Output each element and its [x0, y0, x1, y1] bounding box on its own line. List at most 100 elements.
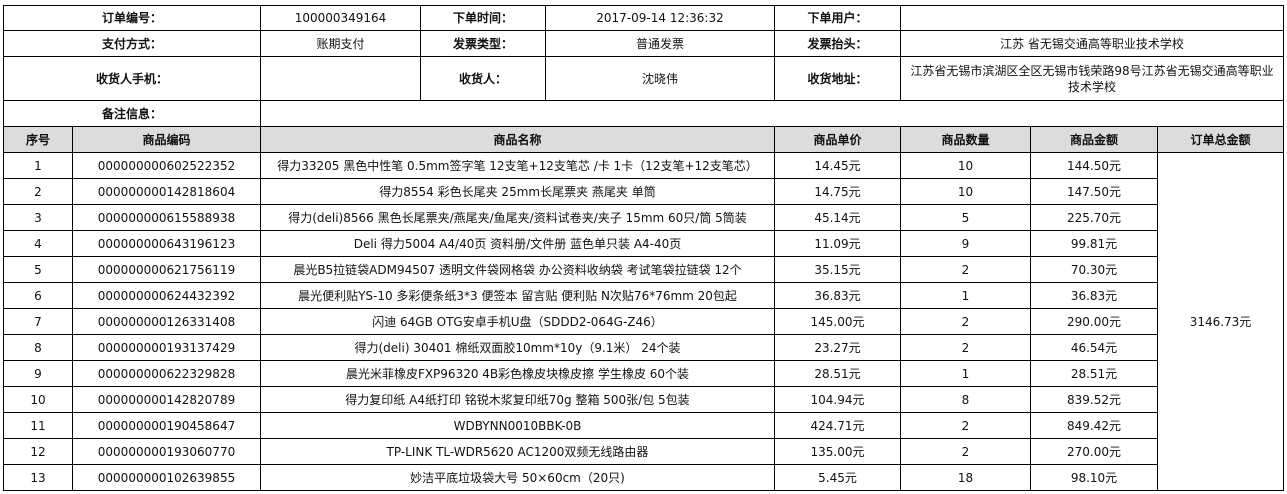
remark-label: 备注信息：	[3, 100, 261, 127]
order-total-value: 3146.73元	[1157, 152, 1284, 491]
table-row: 11 000000000190458647 WDBYNN0010BBK-0B 424.…	[3, 412, 1284, 439]
order-info-table: 订单编号： 100000349164 下单时间： 2017-09-14 12:3…	[3, 5, 1284, 127]
cell-code: 000000000643196123	[72, 230, 261, 257]
order-time-label: 下单时间：	[420, 5, 546, 31]
table-row: 13 000000000102639855 妙洁平底垃圾袋大号 50×60cm（20…	[3, 464, 1284, 491]
cell-amount: 46.54元	[1030, 334, 1158, 361]
cell-amount: 70.30元	[1030, 256, 1158, 283]
cell-code: 000000000621756119	[72, 256, 261, 283]
cell-index: 1	[3, 152, 73, 179]
cell-qty: 2	[900, 438, 1031, 465]
cell-amount: 144.50元	[1030, 152, 1158, 179]
invoice-title-value: 江苏 省无锡交通高等职业技术学校	[900, 30, 1284, 57]
cell-qty: 8	[900, 386, 1031, 413]
cell-code: 000000000142820789	[72, 386, 261, 413]
cell-code: 000000000193137429	[72, 334, 261, 361]
cell-code: 000000000126331408	[72, 308, 261, 335]
cell-code: 000000000142818604	[72, 178, 261, 205]
invoice-type-label: 发票类型：	[420, 30, 546, 57]
cell-price: 145.00元	[774, 308, 901, 335]
order-time-value: 2017-09-14 12:36:32	[545, 5, 775, 31]
order-no-value: 100000349164	[260, 5, 421, 31]
cell-name: 晨光便利贴YS-10 多彩便条纸3*3 便签本 留言贴 便利贴 N次贴76*76…	[260, 282, 775, 309]
cell-name: 晨光B5拉链袋ADM94507 透明文件袋网格袋 办公资料收纳袋 考试笔袋拉链袋…	[260, 256, 775, 283]
cell-index: 4	[3, 230, 73, 257]
table-row: 1 000000000602522352 得力33205 黑色中性笔 0.5mm签字…	[3, 152, 1284, 491]
cell-qty: 5	[900, 204, 1031, 231]
cell-amount: 99.81元	[1030, 230, 1158, 257]
cell-price: 36.83元	[774, 282, 901, 309]
cell-qty: 2	[900, 334, 1031, 361]
cell-name: 得力(deli)8566 黑色长尾票夹/燕尾夹/鱼尾夹/资料试卷夹/夹子 15m…	[260, 204, 775, 231]
cell-index: 7	[3, 308, 73, 335]
invoice-type-value: 普通发票	[545, 30, 775, 57]
cell-qty: 2	[900, 256, 1031, 283]
cell-price: 14.45元	[774, 152, 901, 179]
cell-qty: 1	[900, 282, 1031, 309]
table-row: 12 000000000193060770 TP-LINK TL-WDR5620 A…	[3, 438, 1284, 465]
cell-code: 000000000190458647	[72, 412, 261, 439]
address-value: 江苏省无锡市滨湖区全区无锡市钱荣路98号江苏省无锡交通高等职业技术学校	[900, 56, 1284, 101]
cell-amount: 28.51元	[1030, 360, 1158, 387]
cell-index: 6	[3, 282, 73, 309]
header-qty: 商品数量	[900, 126, 1031, 153]
cell-price: 104.94元	[774, 386, 901, 413]
cell-qty: 9	[900, 230, 1031, 257]
cell-qty: 2	[900, 412, 1031, 439]
address-label: 收货地址：	[774, 56, 901, 101]
receiver-label: 收货人：	[420, 56, 546, 101]
cell-index: 10	[3, 386, 73, 413]
table-row: 4 000000000643196123 Deli 得力5004 A4/40页 资料…	[3, 230, 1284, 257]
cell-code: 000000000193060770	[72, 438, 261, 465]
items-header-row: 序号 商品编码 商品名称 商品单价 商品数量 商品金额 订单总金额	[3, 126, 1284, 153]
cell-name: 闪迪 64GB OTG安卓手机U盘（SDDD2-064G-Z46）	[260, 308, 775, 335]
receiver-value: 沈晓伟	[545, 56, 775, 101]
cell-name: Deli 得力5004 A4/40页 资料册/文件册 蓝色单只装 A4-40页	[260, 230, 775, 257]
cell-index: 11	[3, 412, 73, 439]
cell-index: 9	[3, 360, 73, 387]
cell-name: WDBYNN0010BBK-0B	[260, 412, 775, 439]
cell-amount: 36.83元	[1030, 282, 1158, 309]
cell-name: 得力复印纸 A4纸打印 铭锐木浆复印纸70g 整箱 500张/包 5包装	[260, 386, 775, 413]
cell-name: 晨光米菲橡皮FXP96320 4B彩色橡皮块橡皮擦 学生橡皮 60个装	[260, 360, 775, 387]
cell-price: 28.51元	[774, 360, 901, 387]
cell-price: 5.45元	[774, 464, 901, 491]
cell-index: 8	[3, 334, 73, 361]
cell-price: 45.14元	[774, 204, 901, 231]
pay-method-value: 账期支付	[260, 30, 421, 57]
items-table: 序号 商品编码 商品名称 商品单价 商品数量 商品金额 订单总金额 1 00000…	[3, 126, 1284, 491]
header-total: 订单总金额	[1157, 126, 1284, 153]
table-row: 2 000000000142818604 得力8554 彩色长尾夹 25mm长尾票夹…	[3, 178, 1284, 205]
cell-amount: 290.00元	[1030, 308, 1158, 335]
cell-qty: 1	[900, 360, 1031, 387]
remark-value	[260, 100, 1284, 127]
order-user-value	[900, 5, 1284, 31]
table-row: 3 000000000615588938 得力(deli)8566 黑色长尾票夹/燕…	[3, 204, 1284, 231]
cell-price: 424.71元	[774, 412, 901, 439]
cell-amount: 98.10元	[1030, 464, 1158, 491]
cell-amount: 839.52元	[1030, 386, 1158, 413]
header-name: 商品名称	[260, 126, 775, 153]
header-index: 序号	[3, 126, 73, 153]
phone-label: 收货人手机：	[3, 56, 261, 101]
order-user-label: 下单用户：	[774, 5, 901, 31]
cell-index: 3	[3, 204, 73, 231]
cell-name: 得力(deli) 30401 棉纸双面胶10mm*10y（9.1米） 24个装	[260, 334, 775, 361]
cell-qty: 10	[900, 178, 1031, 205]
cell-index: 5	[3, 256, 73, 283]
cell-code: 000000000102639855	[72, 464, 261, 491]
cell-amount: 270.00元	[1030, 438, 1158, 465]
cell-code: 000000000624432392	[72, 282, 261, 309]
cell-amount: 225.70元	[1030, 204, 1158, 231]
order-info-row: 备注信息：	[3, 100, 1284, 127]
phone-value	[260, 56, 421, 101]
order-info-row: 支付方式： 账期支付 发票类型： 普通发票 发票抬头： 江苏 省无锡交通高等职业…	[3, 30, 1284, 57]
cell-name: TP-LINK TL-WDR5620 AC1200双频无线路由器	[260, 438, 775, 465]
table-row: 8 000000000193137429 得力(deli) 30401 棉纸双面胶1…	[3, 334, 1284, 361]
cell-qty: 18	[900, 464, 1031, 491]
cell-name: 得力33205 黑色中性笔 0.5mm签字笔 12支笔+12支笔芯 /卡 1卡（…	[260, 152, 775, 179]
cell-price: 23.27元	[774, 334, 901, 361]
cell-qty: 10	[900, 152, 1031, 179]
cell-amount: 849.42元	[1030, 412, 1158, 439]
cell-index: 2	[3, 178, 73, 205]
